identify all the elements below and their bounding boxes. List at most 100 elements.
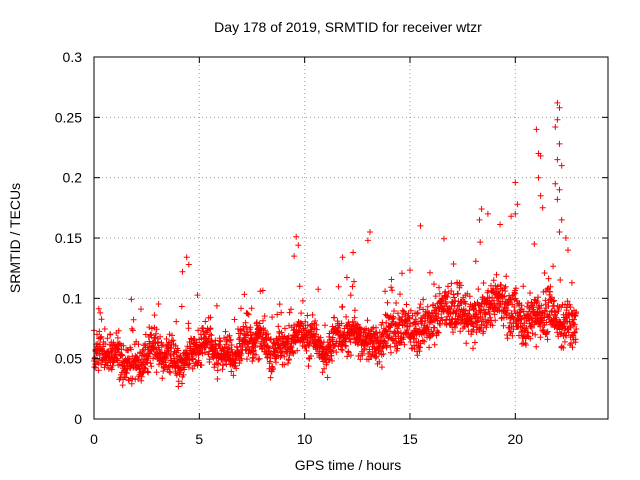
data-point [499, 294, 506, 301]
data-point [394, 345, 401, 352]
data-point [270, 365, 277, 372]
data-point [228, 342, 235, 348]
data-point [477, 324, 484, 331]
data-point [456, 279, 463, 286]
data-point [556, 186, 563, 193]
data-point [179, 268, 186, 275]
data-point [99, 357, 106, 364]
data-point [514, 201, 521, 208]
data-point [399, 307, 406, 314]
data-point [376, 358, 383, 365]
y-tick-label: 0.1 [63, 290, 83, 306]
data-point [528, 299, 535, 306]
data-point [305, 363, 312, 370]
data-point [211, 364, 218, 371]
data-point [531, 241, 538, 247]
data-point [244, 356, 250, 363]
data-point [267, 374, 274, 381]
data-point [329, 357, 335, 364]
data-point [144, 368, 151, 375]
data-point [401, 341, 408, 348]
data-point [365, 356, 372, 363]
data-point [227, 336, 234, 343]
data-point [228, 368, 235, 375]
data-point [539, 204, 546, 211]
data-point [547, 288, 553, 295]
data-point [343, 274, 350, 281]
data-point [487, 314, 494, 321]
data-point [96, 328, 103, 335]
data-point [285, 333, 292, 339]
data-point [555, 308, 562, 314]
data-point [215, 361, 222, 368]
data-point [568, 340, 575, 347]
data-point [157, 333, 164, 340]
data-point [338, 320, 345, 327]
data-point [135, 376, 142, 382]
data-point [450, 261, 457, 267]
data-point [295, 242, 302, 249]
data-point [293, 233, 300, 240]
data-point [296, 283, 303, 290]
data-point [169, 332, 175, 339]
data-point [151, 312, 158, 319]
data-point [278, 309, 285, 316]
data-point [393, 300, 400, 306]
data-point [554, 196, 561, 203]
data-point [527, 335, 534, 342]
data-point [252, 344, 259, 351]
data-point [442, 300, 449, 307]
data-point [493, 271, 500, 278]
data-point [303, 347, 310, 354]
data-point [501, 285, 508, 292]
data-point [175, 378, 182, 385]
data-point [554, 99, 561, 106]
data-point [524, 300, 531, 306]
data-point [571, 330, 578, 336]
data-point [347, 292, 354, 299]
data-point [431, 281, 437, 288]
data-point [471, 300, 478, 307]
data-point [175, 383, 182, 390]
y-tick-label: 0 [74, 411, 82, 427]
data-point [308, 353, 314, 359]
data-point [236, 360, 243, 367]
data-point [373, 324, 379, 331]
data-point [387, 323, 394, 329]
data-point [364, 317, 371, 324]
data-point [322, 322, 328, 329]
data-point [351, 314, 358, 321]
data-point [547, 283, 554, 290]
data-point [119, 382, 126, 389]
data-point [152, 334, 158, 341]
data-point [354, 321, 361, 328]
data-point [185, 261, 192, 268]
data-point [248, 305, 255, 312]
data-point [349, 283, 356, 290]
data-point [373, 353, 380, 360]
data-point [471, 339, 478, 346]
data-point [550, 263, 557, 270]
data-point [502, 283, 509, 290]
data-point [540, 288, 547, 295]
data-point [448, 280, 455, 287]
data-point [286, 309, 293, 316]
data-point [297, 323, 304, 330]
data-point [147, 360, 154, 367]
data-point [130, 316, 137, 323]
data-point [155, 301, 162, 307]
data-point [333, 349, 340, 356]
data-point [202, 349, 208, 356]
y-tick-label: 0.25 [55, 109, 82, 125]
data-point [276, 301, 283, 308]
data-point [388, 284, 395, 291]
data-point [431, 324, 438, 331]
data-point [411, 335, 418, 342]
data-point [556, 104, 563, 111]
data-point [432, 293, 439, 300]
data-point [317, 340, 324, 347]
data-point [145, 369, 152, 376]
data-point [455, 290, 461, 297]
data-point [391, 308, 397, 314]
data-point [449, 316, 456, 323]
